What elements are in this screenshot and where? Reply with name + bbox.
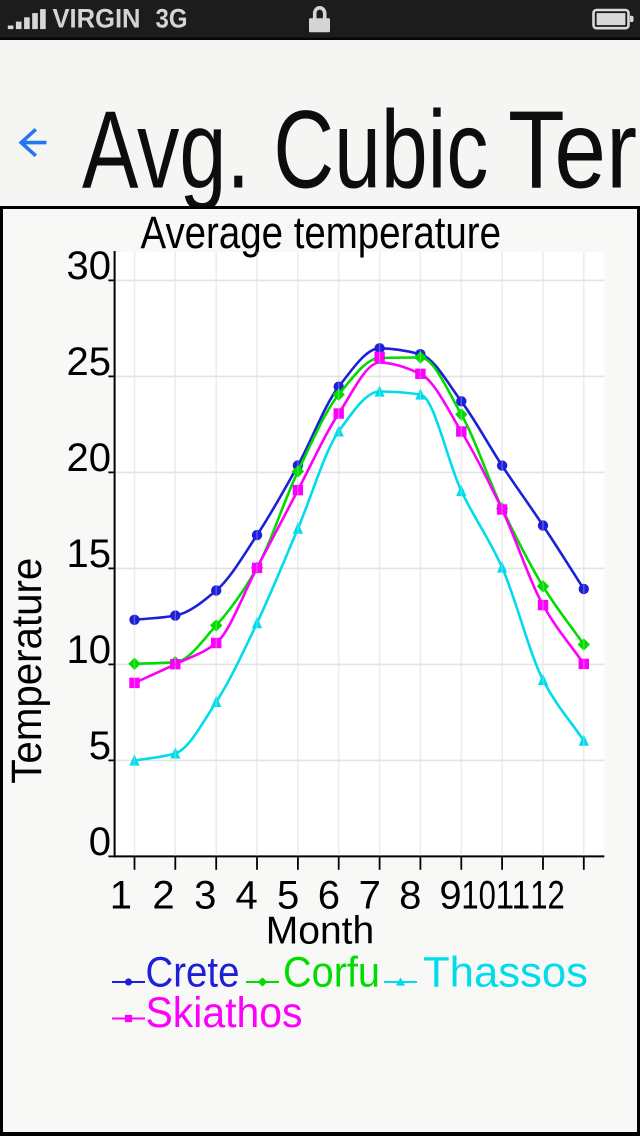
- svg-text:10: 10: [67, 628, 112, 672]
- svg-text:Skiathos: Skiathos: [146, 990, 303, 1037]
- svg-text:Thassos: Thassos: [423, 950, 588, 997]
- svg-text:8: 8: [399, 874, 421, 918]
- svg-text:Crete: Crete: [146, 950, 240, 997]
- svg-text:6: 6: [318, 874, 340, 918]
- svg-text:2: 2: [152, 874, 174, 918]
- svg-text:3G: 3G: [156, 4, 188, 34]
- svg-text:Cubic: Cubic: [273, 89, 488, 212]
- svg-text:30: 30: [67, 244, 112, 288]
- svg-text:Average temperature: Average temperature: [141, 207, 502, 258]
- svg-text:Temperature: Temperature: [3, 558, 51, 784]
- svg-text:7: 7: [359, 874, 381, 918]
- svg-text:12: 12: [530, 874, 565, 918]
- svg-text:0: 0: [89, 820, 111, 864]
- svg-text:Corfu: Corfu: [283, 950, 380, 997]
- svg-text:15: 15: [67, 532, 112, 576]
- svg-text:10: 10: [461, 874, 496, 918]
- svg-text:Ter: Ter: [508, 89, 637, 212]
- svg-text:Avg.: Avg.: [82, 89, 250, 212]
- svg-text:25: 25: [67, 340, 112, 384]
- svg-text:4: 4: [235, 874, 257, 918]
- svg-text:1: 1: [110, 874, 132, 918]
- svg-text:11: 11: [496, 874, 531, 918]
- svg-text:VIRGIN: VIRGIN: [53, 4, 141, 34]
- svg-text:20: 20: [67, 436, 112, 480]
- svg-text:3: 3: [194, 874, 216, 918]
- svg-text:Month: Month: [266, 910, 374, 953]
- svg-text:5: 5: [277, 874, 299, 918]
- svg-text:9: 9: [439, 874, 461, 918]
- svg-text:5: 5: [89, 724, 111, 768]
